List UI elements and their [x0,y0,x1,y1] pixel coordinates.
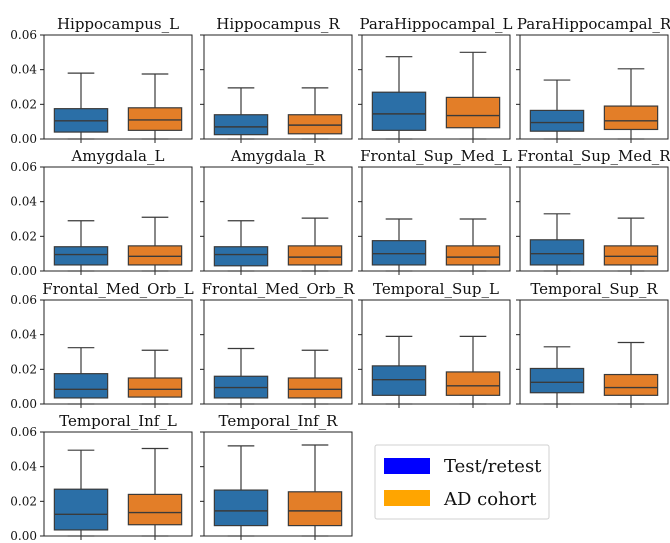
panel-title-frontal-sup-med-l: Frontal_Sup_Med_L [360,147,512,165]
box-parahippocampal-r-test-retest [529,109,585,132]
legend-swatch-ad-cohort [384,490,430,506]
panel-frame-frontal-sup-med-l [361,166,511,272]
y-tick-label-amygdala-l-0: 0.00 [10,264,37,278]
panel-hippocampus-l: Hippocampus_L 0.00 0.02 0.04 0.06 [10,15,193,146]
legend: Test/retest AD cohort [374,444,550,520]
panel-frame-amygdala-l [43,166,193,272]
box-parahippocampal-l-test-retest [371,91,427,131]
panel-grid: Hippocampus_L0.000.020.040.06Hippocampus… [10,15,670,543]
y-tick-label-temporal-inf-l-0: 0.00 [10,529,37,543]
box-frontal-sup-med-l-test-retest [371,240,427,266]
panel-title-parahippocampal-r: ParaHippocampal_R [517,15,670,33]
box-temporal-sup-r-test-retest [529,367,585,394]
box-temporal-inf-l-ad-cohort [127,493,183,526]
legend-label-test-retest: Test/retest [444,456,542,477]
panel-title-amygdala-l: Amygdala_L [71,147,165,165]
box-hippocampus-r-test-retest [213,114,269,136]
panel-title-temporal-inf-r: Temporal_Inf_R [219,412,339,430]
panel-title-frontal-med-orb-r: Frontal_Med_Orb_R [202,280,355,298]
box-frontal-med-orb-l-test-retest [53,373,109,399]
y-tick-label-hippocampus-l-1: 0.02 [10,97,37,111]
y-tick-label-amygdala-l-1: 0.02 [10,229,37,243]
box-amygdala-l-test-retest [53,246,109,266]
y-tick-label-hippocampus-l-2: 0.04 [10,63,37,77]
panel-frame-frontal-med-orb-r [203,299,353,405]
box-parahippocampal-l-ad-cohort [445,96,501,129]
box-temporal-inf-r-ad-cohort [287,491,343,527]
box-temporal-sup-r-ad-cohort [603,373,659,396]
panel-hippocampus-r: Hippocampus_R [200,15,353,143]
legend-swatch-test-retest [384,458,430,474]
panel-frame-temporal-sup-l [361,299,511,405]
box-frontal-sup-med-r-test-retest [529,239,585,266]
panel-title-amygdala-r: Amygdala_R [230,147,326,165]
panel-frame-parahippocampal-r [519,34,669,140]
panel-frame-hippocampus-r [203,34,353,140]
panel-frontal-med-orb-l: Frontal_Med_Orb_L 0.00 0.02 0.04 0.06 [10,280,193,411]
y-tick-label-amygdala-l-2: 0.04 [10,195,37,209]
panel-title-temporal-inf-l: Temporal_Inf_L [59,412,177,430]
box-parahippocampal-r-ad-cohort [603,105,659,131]
panel-title-frontal-sup-med-r: Frontal_Sup_Med_R [517,147,670,165]
panel-frame-hippocampus-l [43,34,193,140]
y-tick-label-temporal-inf-l-1: 0.02 [10,494,37,508]
panel-frame-frontal-sup-med-r [519,166,669,272]
y-tick-label-hippocampus-l-0: 0.00 [10,132,37,146]
box-amygdala-r-test-retest [213,246,269,267]
legend-label-ad-cohort: AD cohort [443,489,537,510]
box-frontal-med-orb-l-ad-cohort [127,377,183,398]
box-temporal-inf-l-test-retest [53,488,109,531]
y-tick-label-hippocampus-l-3: 0.06 [10,28,37,42]
panel-frame-temporal-sup-r [519,299,669,405]
box-amygdala-l-ad-cohort [127,245,183,266]
box-frontal-med-orb-r-ad-cohort [287,377,343,399]
y-tick-label-amygdala-l-3: 0.06 [10,160,37,174]
y-tick-label-frontal-med-orb-l-1: 0.02 [10,362,37,376]
panel-title-temporal-sup-r: Temporal_Sup_R [530,280,658,298]
panel-title-hippocampus-l: Hippocampus_L [57,15,179,33]
panel-parahippocampal-l: ParaHippocampal_L [358,15,513,143]
y-tick-label-frontal-med-orb-l-0: 0.00 [10,397,37,411]
y-tick-label-frontal-med-orb-l-2: 0.04 [10,328,37,342]
panel-temporal-sup-l: Temporal_Sup_L [358,280,511,408]
panel-amygdala-r: Amygdala_R [200,147,353,275]
panel-frontal-sup-med-l: Frontal_Sup_Med_L [358,147,512,275]
y-tick-label-temporal-inf-l-2: 0.04 [10,460,37,474]
panel-temporal-inf-r: Temporal_Inf_R [200,412,353,540]
panel-temporal-sup-r: Temporal_Sup_R [516,280,669,408]
panel-title-parahippocampal-l: ParaHippocampal_L [360,15,513,33]
panel-parahippocampal-r: ParaHippocampal_R [516,15,670,143]
panel-title-hippocampus-r: Hippocampus_R [216,15,340,33]
panel-amygdala-l: Amygdala_L 0.00 0.02 0.04 0.06 [10,147,193,278]
panel-frame-temporal-inf-r [203,431,353,537]
panel-frame-frontal-med-orb-l [43,299,193,405]
panel-temporal-inf-l: Temporal_Inf_L 0.00 0.02 0.04 0.06 [10,412,193,543]
box-temporal-inf-r-test-retest [213,489,269,527]
y-tick-label-frontal-med-orb-l-3: 0.06 [10,293,37,307]
y-tick-label-temporal-inf-l-3: 0.06 [10,425,37,439]
panel-frontal-med-orb-r: Frontal_Med_Orb_R [200,280,355,408]
box-hippocampus-r-ad-cohort [287,114,343,135]
box-frontal-sup-med-r-ad-cohort [603,245,659,266]
panel-frame-amygdala-r [203,166,353,272]
panel-frontal-sup-med-r: Frontal_Sup_Med_R [516,147,670,275]
box-frontal-sup-med-l-ad-cohort [445,245,501,266]
panel-frame-temporal-inf-l [43,431,193,537]
panel-title-temporal-sup-l: Temporal_Sup_L [373,280,499,298]
box-hippocampus-l-ad-cohort [127,107,183,131]
box-temporal-sup-l-ad-cohort [445,371,501,396]
panel-frame-parahippocampal-l [361,34,511,140]
box-amygdala-r-ad-cohort [287,245,343,266]
box-temporal-sup-l-test-retest [371,365,427,396]
panel-title-frontal-med-orb-l: Frontal_Med_Orb_L [42,280,193,298]
